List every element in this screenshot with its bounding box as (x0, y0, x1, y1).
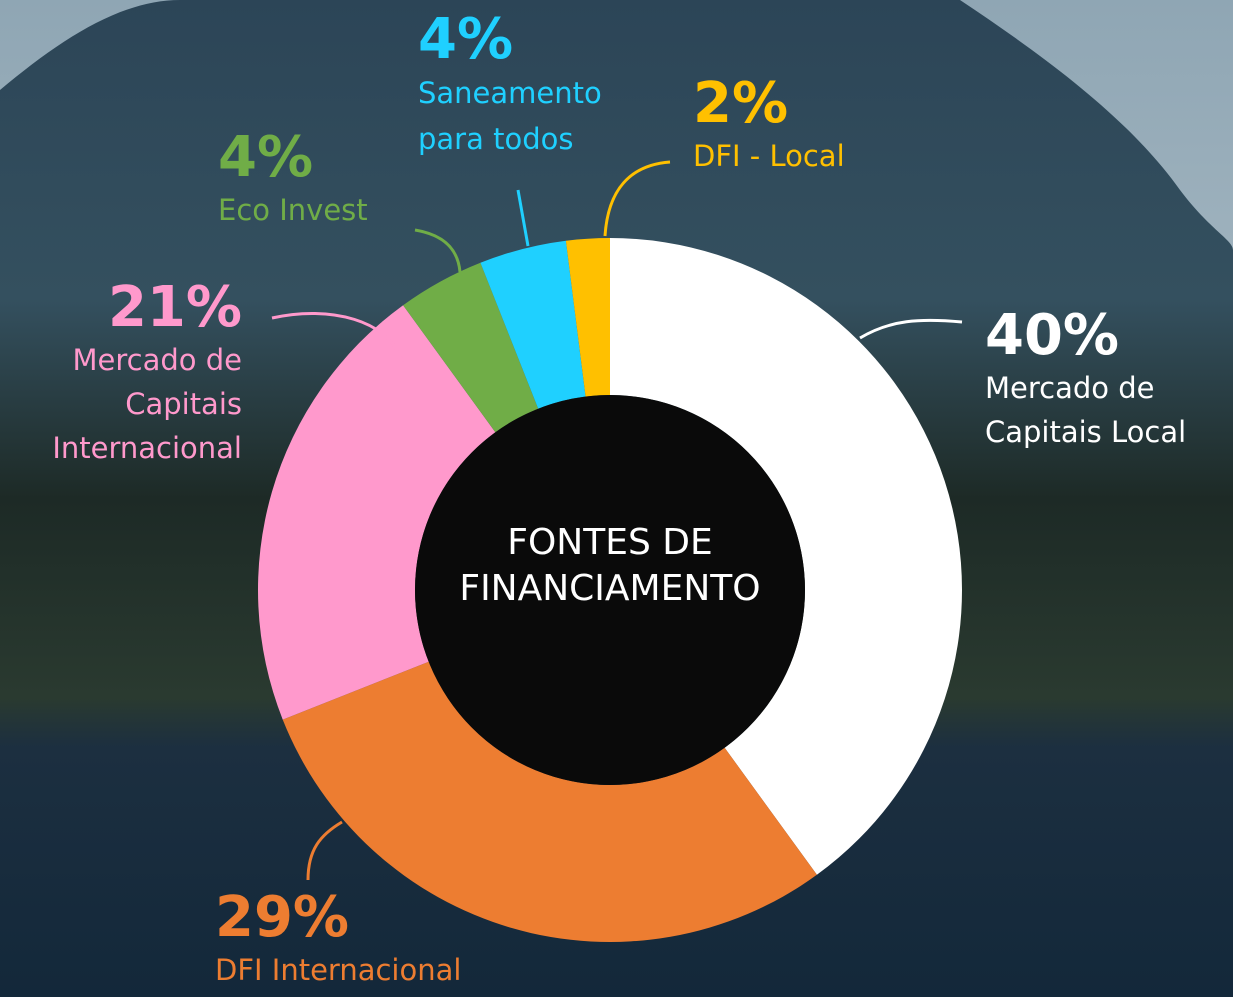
value-label: 4% (418, 7, 514, 72)
label-group: 4% Eco Invest (218, 128, 368, 232)
donut-hole (415, 395, 805, 785)
category-label: DFI - Local (693, 139, 845, 173)
value-label: 2% (693, 71, 789, 136)
label-group: 21% Mercado de Capitais Internacional (10, 278, 242, 470)
value-label: 21% (107, 275, 242, 340)
category-label: Mercado de Capitais Local (985, 371, 1187, 449)
donut-slice (403, 262, 539, 433)
leader-line (306, 820, 343, 881)
leader-line (603, 160, 671, 237)
donut-slice (610, 238, 962, 875)
category-label: Eco Invest (218, 193, 368, 227)
donut-slice (282, 661, 817, 942)
label-group: 40% Mercado de Capitais Local (985, 306, 1233, 454)
leader-lines (271, 160, 963, 881)
category-label: DFI Internacional (215, 953, 462, 987)
label-group: 4% Saneamento para todos (418, 10, 650, 162)
donut-slice (565, 238, 610, 397)
leader-line (859, 318, 963, 340)
value-label: 4% (218, 125, 314, 190)
leader-line (271, 311, 404, 363)
value-label: 29% (215, 885, 350, 950)
leader-line (516, 189, 530, 247)
category-label: Saneamento para todos (418, 76, 602, 156)
donut-slice (480, 240, 586, 409)
category-label: Mercado de Capitais Internacional (52, 343, 242, 465)
donut-slice (257, 305, 496, 720)
label-group: 29% DFI Internacional (215, 888, 461, 992)
value-label: 40% (985, 303, 1120, 368)
chart-title: FONTES DE FINANCIAMENTO (459, 522, 761, 609)
leader-line (414, 228, 462, 273)
label-group: 2% DFI - Local (693, 74, 845, 178)
